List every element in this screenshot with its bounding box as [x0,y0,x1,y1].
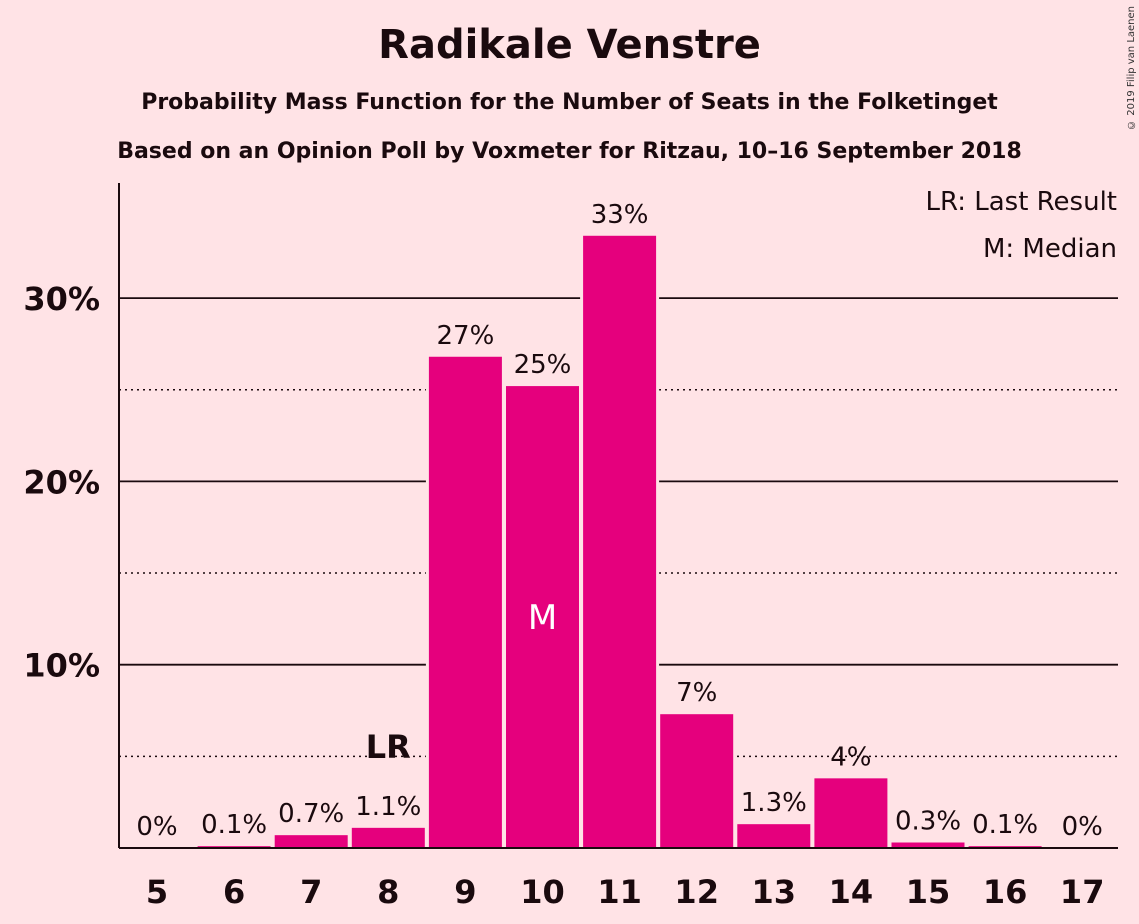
bar-value-label: 0.3% [895,807,961,837]
bar [428,356,502,848]
bar [814,778,888,848]
bar-value-label: 0.1% [972,810,1038,840]
bar [583,235,657,848]
bar-value-label: 0.1% [201,810,267,840]
x-tick-label: 15 [906,873,951,911]
bar [351,827,425,848]
last-result-marker: LR [366,728,411,766]
bar [737,824,811,848]
x-tick-label: 7 [300,873,322,911]
legend-entry: M: Median [983,234,1117,264]
x-tick-label: 14 [829,873,874,911]
x-tick-label: 17 [1060,873,1105,911]
y-tick-label: 20% [23,463,100,501]
bar [274,835,348,848]
bar [891,842,965,848]
x-tick-label: 13 [752,873,797,911]
bar-value-label: 33% [591,200,649,230]
chart-subtitle-poll: Based on an Opinion Poll by Voxmeter for… [117,139,1022,164]
y-tick-label: 30% [23,280,100,318]
x-tick-label: 6 [223,873,245,911]
x-tick-label: 9 [454,873,476,911]
legend-entry: LR: Last Result [925,187,1117,217]
bar-value-label: 0% [136,812,177,842]
bar-value-label: 0% [1062,812,1103,842]
bar-value-label: 7% [676,678,717,708]
x-tick-label: 11 [597,873,642,911]
y-tick-label: 10% [23,647,100,685]
bar-value-label: 1.3% [741,788,807,818]
chart-subtitle: Probability Mass Function for the Number… [141,90,998,115]
bar-value-label: 0.7% [278,799,344,829]
bar-gap [965,843,1045,848]
bar-value-label: 4% [830,742,871,772]
x-tick-label: 8 [377,873,399,911]
x-tick-label: 5 [146,873,168,911]
bar [660,714,734,848]
x-tick-label: 10 [520,873,565,911]
bar-value-label: 25% [514,350,572,380]
x-tick-label: 16 [983,873,1028,911]
chart-title: Radikale Venstre [378,22,761,68]
bar-value-label: 1.1% [355,792,421,822]
median-marker: M [528,598,557,638]
bar-gap [194,843,274,848]
x-tick-label: 12 [674,873,719,911]
bar-value-label: 27% [437,321,495,351]
bar [506,386,579,848]
